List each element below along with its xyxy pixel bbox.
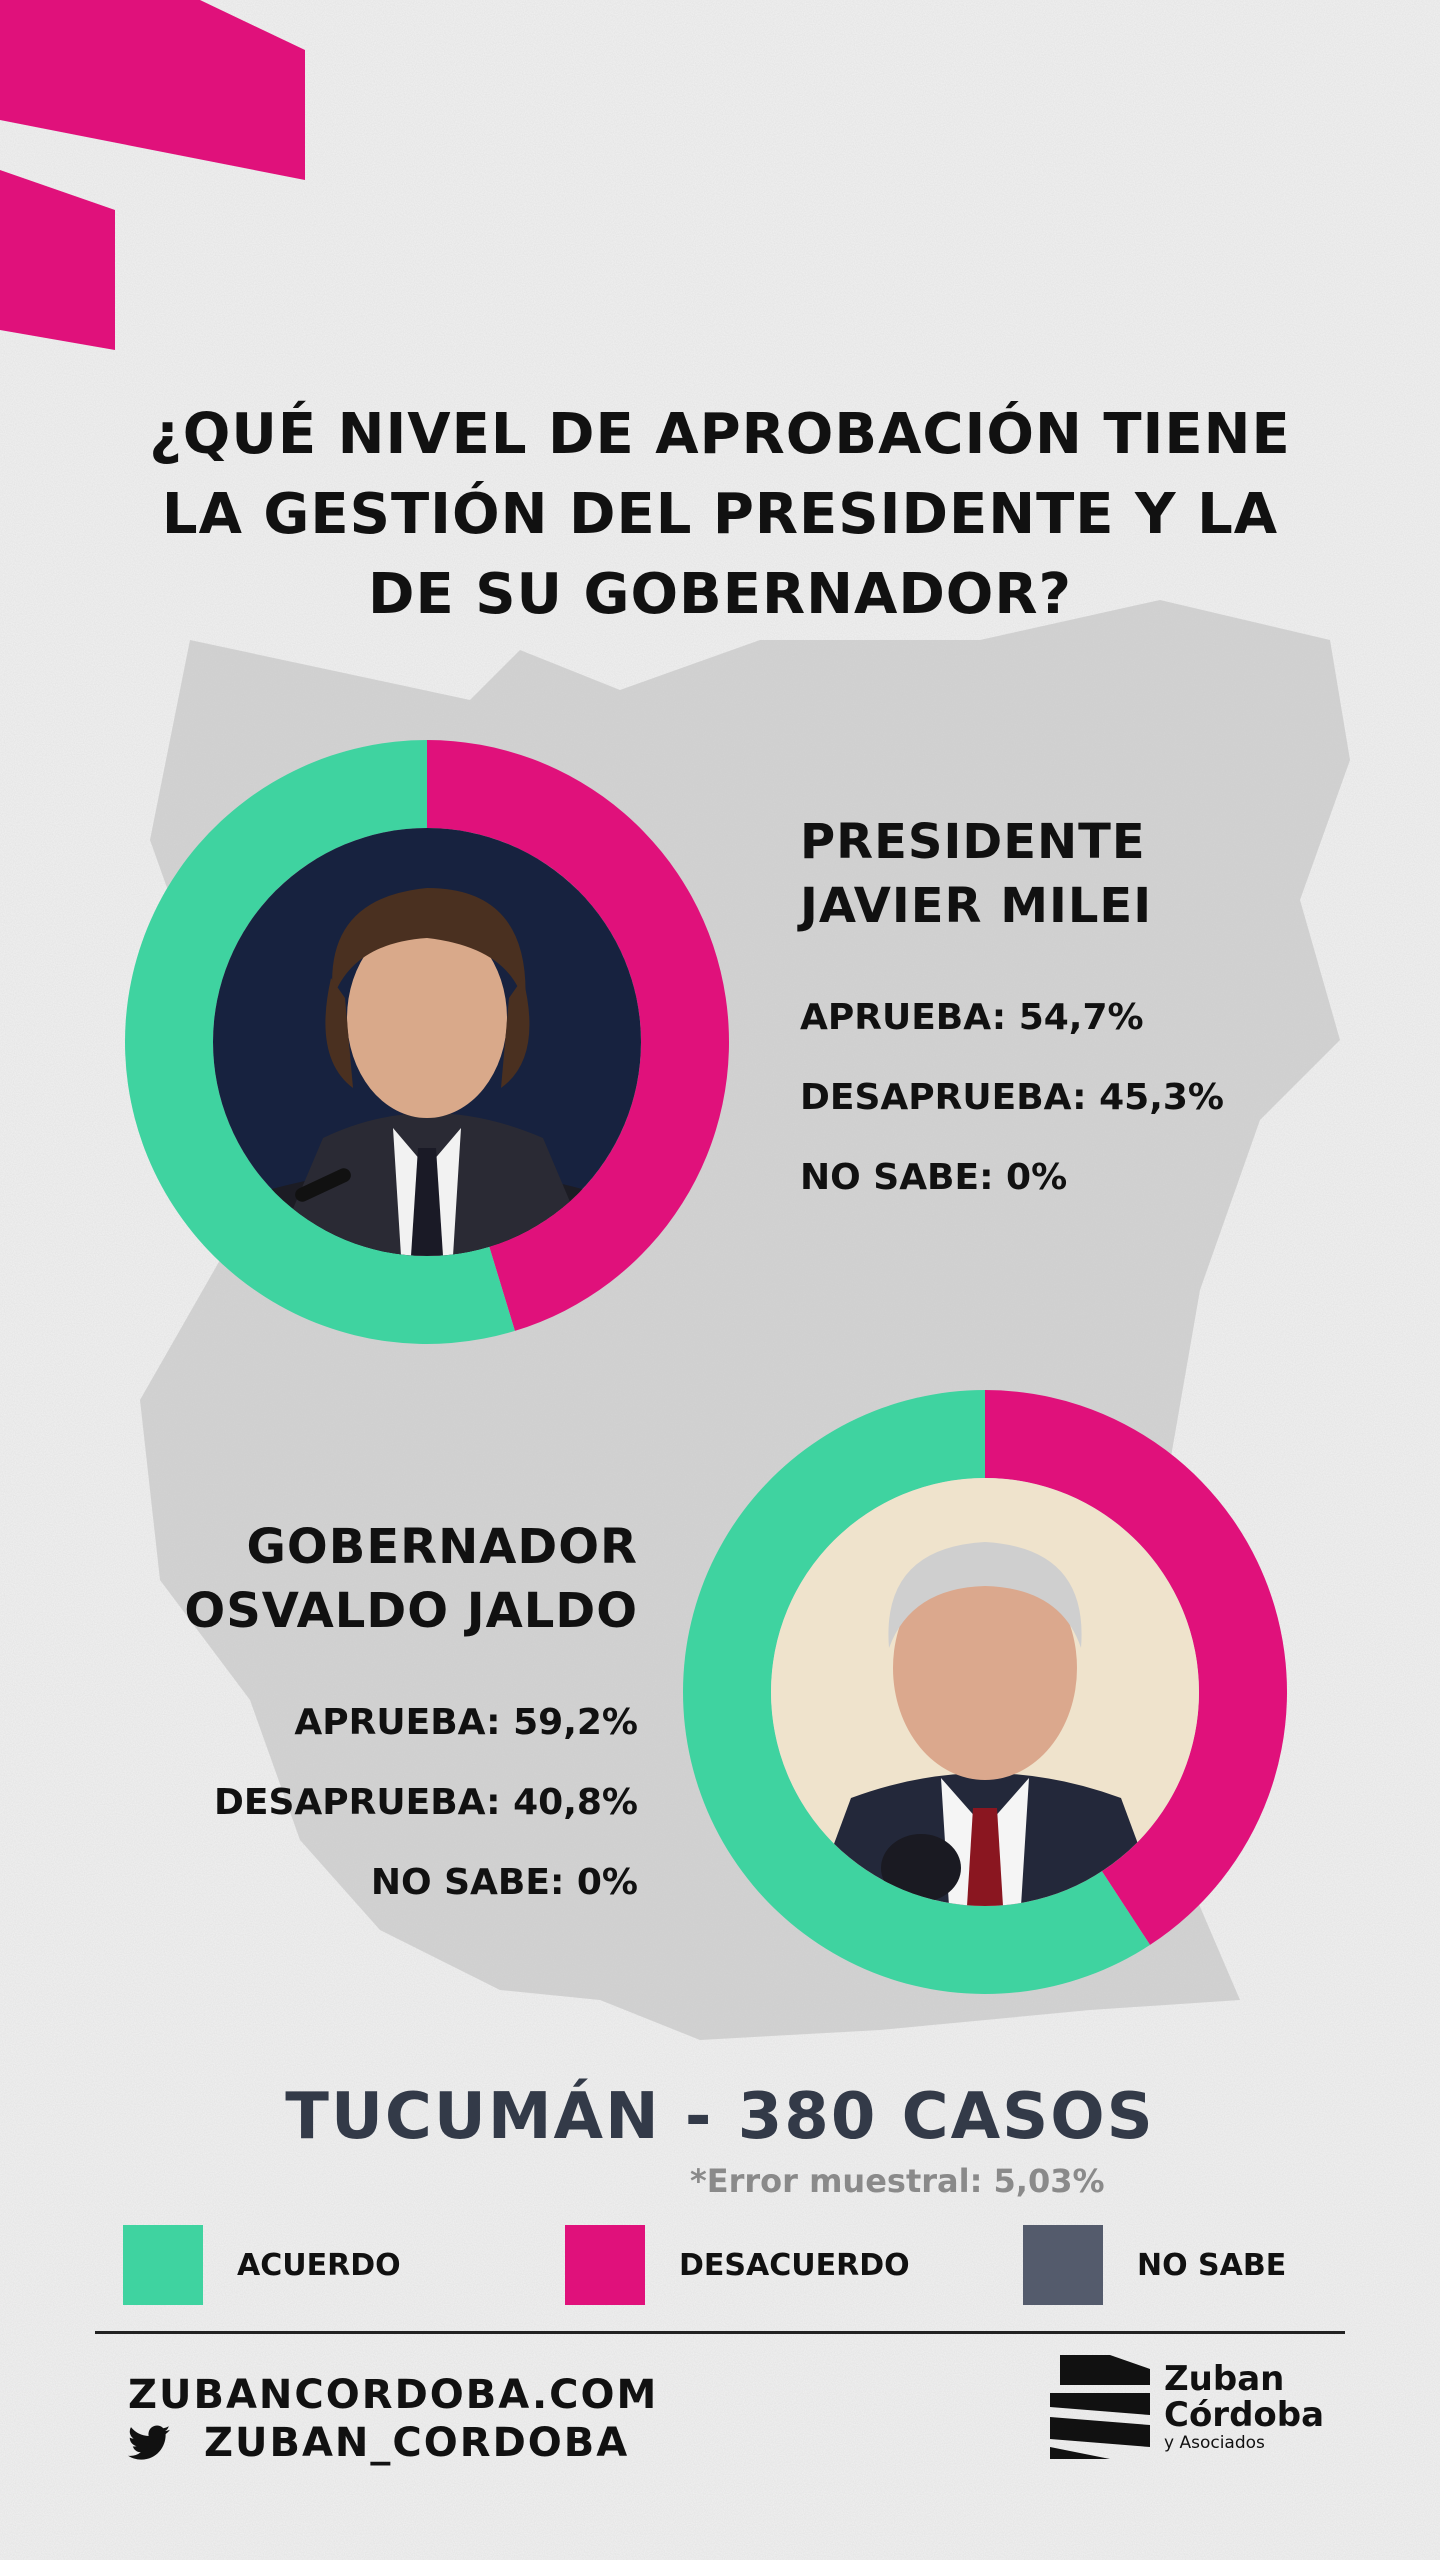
twitter-bird-icon [128, 2425, 170, 2460]
twitter-handle[interactable]: ZUBAN_CORDOBA [128, 2420, 629, 2466]
president-info: PRESIDENTE JAVIER MILEI APRUEBA: 54,7% D… [800, 810, 1224, 1218]
legend-item-desacuerdo: DESACUERDO [565, 2225, 910, 2305]
legend-item-acuerdo: ACUERDO [123, 2225, 401, 2305]
governor-no-sabe: NO SABE: 0% [370, 1862, 638, 1903]
legend-label-no-sabe: NO SABE [1137, 2247, 1287, 2283]
legend-label-desacuerdo: DESACUERDO [679, 2247, 910, 2283]
sample-error: *Error muestral: 5,03% [690, 2162, 1105, 2200]
president-photo [213, 828, 641, 1256]
president-no-sabe: NO SABE: 0% [800, 1157, 1068, 1198]
governor-slice-aprueba [683, 1390, 1151, 1994]
president-donut-chart [125, 740, 730, 1344]
president-slice-desaprueba [427, 740, 730, 1331]
president-aprueba: APRUEBA: 54,7% [800, 997, 1144, 1038]
governor-aprueba: APRUEBA: 59,2% [294, 1702, 638, 1743]
governor-slice-desaprueba [985, 1390, 1288, 1945]
logo-text-line1: Zuban [1164, 2359, 1285, 2399]
zuban-cordoba-logo: Zuban Córdoba y Asociados [1050, 2355, 1324, 2459]
legend-item-no-sabe: NO SABE [1023, 2225, 1286, 2305]
title-line-3: DE SU GOBERNADOR? [367, 562, 1073, 627]
legend-label-acuerdo: ACUERDO [237, 2247, 401, 2283]
sample-title: TUCUMÁN - 380 CASOS [285, 2080, 1155, 2154]
page-title: ¿QUÉ NIVEL DE APROBACIÓN TIENE LA GESTIÓ… [60, 395, 1380, 635]
governor-name: OSVALDO JALDO [184, 1583, 638, 1639]
title-line-2: LA GESTIÓN DEL PRESIDENTE Y LA [161, 482, 1279, 547]
legend-swatch-acuerdo [123, 2225, 203, 2305]
governor-desaprueba: DESAPRUEBA: 40,8% [214, 1782, 638, 1823]
governor-info: GOBERNADOR OSVALDO JALDO APRUEBA: 59,2% … [184, 1515, 638, 1923]
governor-donut-chart [683, 1390, 1288, 1994]
legend-swatch-no-sabe [1023, 2225, 1103, 2305]
governor-photo [771, 1478, 1199, 1906]
logo-text-line2: Córdoba [1164, 2395, 1325, 2435]
president-slice-aprueba [125, 740, 515, 1344]
governor-donut-svg [683, 1390, 1288, 1994]
legend-swatch-desacuerdo [565, 2225, 645, 2305]
governor-portrait-icon [771, 1478, 1199, 1906]
logo-text-line3: y Asociados [1164, 2433, 1265, 2453]
decorative-bars [0, 0, 305, 350]
website-link[interactable]: ZUBANCORDOBA.COM [128, 2372, 659, 2418]
president-portrait-icon [213, 828, 641, 1256]
president-name: JAVIER MILEI [800, 878, 1153, 934]
title-line-1: ¿QUÉ NIVEL DE APROBACIÓN TIENE [149, 402, 1291, 467]
president-title: PRESIDENTE [800, 814, 1146, 870]
twitter-handle-text: ZUBAN_CORDOBA [204, 2420, 630, 2466]
president-donut-svg [125, 740, 730, 1344]
governor-title: GOBERNADOR [246, 1519, 638, 1575]
zuban-stripes-logo-icon [1050, 2355, 1150, 2459]
president-desaprueba: DESAPRUEBA: 45,3% [800, 1077, 1224, 1118]
footer-divider [95, 2331, 1345, 2334]
